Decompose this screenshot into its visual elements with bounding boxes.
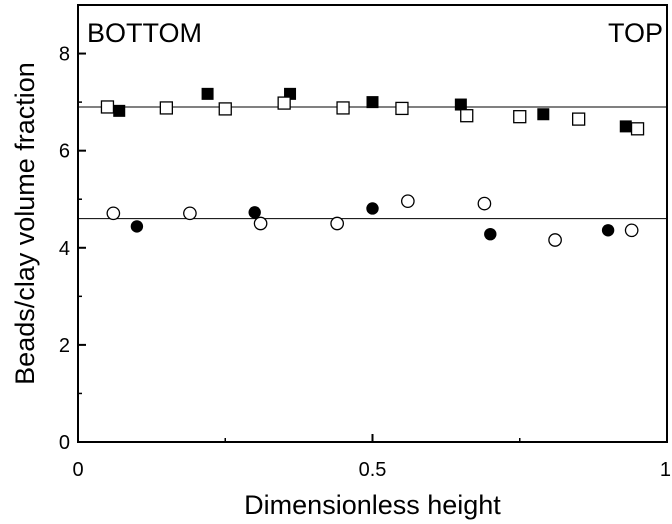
open-circle-point	[477, 196, 492, 211]
filled-circle-point	[366, 202, 379, 215]
open-circle-point	[330, 216, 345, 231]
filled-square-point	[113, 104, 126, 117]
open-circle-point	[253, 216, 268, 231]
filled-circle-point	[130, 220, 144, 233]
top-label: TOP	[608, 18, 663, 48]
filled-circle-point	[248, 206, 261, 219]
filled-square-point	[454, 98, 467, 111]
filled-circle-point	[484, 227, 497, 241]
open-square-point	[630, 122, 645, 136]
open-circle-point	[400, 194, 415, 209]
y-tick-label: 4	[59, 238, 70, 260]
open-square-point	[572, 112, 586, 126]
open-circle-point	[624, 223, 639, 238]
y-tick-label: 6	[59, 141, 70, 163]
open-square-point	[218, 102, 232, 116]
open-circle-point	[548, 233, 562, 247]
y-tick-label: 0	[59, 432, 70, 454]
filled-square-point	[201, 87, 214, 100]
y-axis-ticks: 0 2 4 6 8	[59, 44, 86, 454]
x-tick-label: 0	[72, 459, 83, 481]
open-square-point	[395, 101, 409, 116]
filled-square-point	[366, 96, 379, 109]
open-square-point	[100, 100, 115, 114]
data-points	[100, 87, 645, 247]
plot-frame	[77, 4, 668, 443]
x-axis-title: Dimensionless height	[244, 490, 501, 520]
open-circle-point	[106, 206, 121, 221]
bottom-label: BOTTOM	[87, 18, 202, 48]
open-square-point	[159, 101, 174, 115]
y-tick-label: 8	[59, 44, 70, 66]
filled-square-point	[537, 108, 550, 121]
open-circle-point	[183, 206, 197, 221]
x-tick-label: 0.5	[359, 459, 387, 481]
open-square-point	[513, 110, 527, 124]
filled-circle-point	[601, 224, 615, 237]
open-square-point	[336, 101, 350, 115]
open-square-point	[460, 109, 474, 123]
filled-square-point	[619, 120, 632, 133]
y-tick-label: 2	[59, 335, 70, 357]
y-axis-title: Beads/clay volume fraction	[10, 62, 40, 385]
open-square-point	[277, 96, 291, 110]
x-tick-label: 1	[660, 459, 671, 481]
